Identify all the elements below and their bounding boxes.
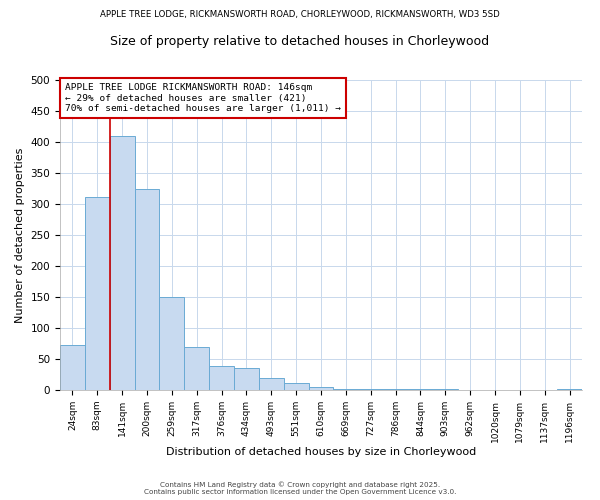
Bar [134, 188, 160, 390]
Bar [308, 387, 334, 390]
X-axis label: Distribution of detached houses by size in Chorleywood: Distribution of detached houses by size … [166, 448, 476, 458]
Bar [234, 368, 259, 390]
Bar [334, 389, 358, 390]
Text: APPLE TREE LODGE, RICKMANSWORTH ROAD, CHORLEYWOOD, RICKMANSWORTH, WD3 5SD: APPLE TREE LODGE, RICKMANSWORTH ROAD, CH… [100, 10, 500, 19]
Bar [160, 297, 184, 390]
Text: Contains HM Land Registry data © Crown copyright and database right 2025.
Contai: Contains HM Land Registry data © Crown c… [144, 482, 456, 495]
Text: APPLE TREE LODGE RICKMANSWORTH ROAD: 146sqm
← 29% of detached houses are smaller: APPLE TREE LODGE RICKMANSWORTH ROAD: 146… [65, 83, 341, 113]
Bar [85, 196, 110, 390]
Bar [358, 389, 383, 390]
Bar [209, 366, 234, 390]
Bar [284, 382, 308, 390]
Bar [557, 389, 582, 390]
Bar [60, 346, 85, 390]
Text: Size of property relative to detached houses in Chorleywood: Size of property relative to detached ho… [110, 35, 490, 48]
Bar [184, 346, 209, 390]
Bar [110, 136, 134, 390]
Bar [259, 378, 284, 390]
Y-axis label: Number of detached properties: Number of detached properties [15, 148, 25, 322]
